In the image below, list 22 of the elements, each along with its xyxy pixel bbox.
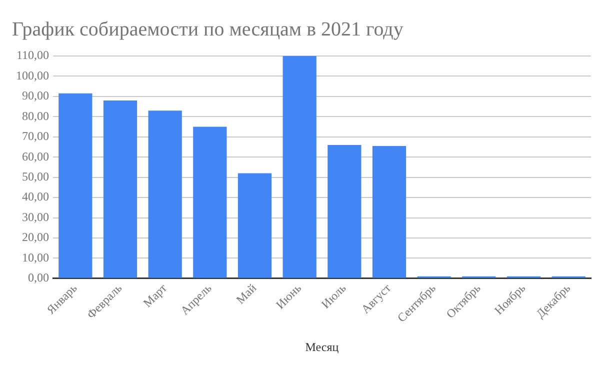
bar: [238, 173, 272, 278]
y-tick-label: 50,00: [22, 169, 49, 184]
bar: [103, 100, 138, 278]
y-tick-label: 20,00: [22, 230, 49, 244]
y-tick-label: 0,00: [28, 270, 49, 285]
y-tick-label: 90,00: [22, 88, 49, 103]
bar: [148, 110, 182, 278]
y-tick-label: 70,00: [22, 129, 49, 144]
y-tick-label: 40,00: [22, 190, 49, 204]
y-tick-label: 100,00: [16, 68, 49, 82]
bar: [282, 56, 316, 278]
y-tick-label: 30,00: [22, 210, 49, 224]
y-tick-label: 60,00: [22, 149, 49, 164]
y-tick-label: 80,00: [22, 108, 49, 123]
bar: [58, 93, 92, 278]
y-tick-label: 110,00: [16, 48, 49, 62]
x-axis-title: Месяц: [305, 340, 340, 354]
bar: [328, 144, 362, 278]
bar: [193, 126, 227, 278]
bar: [372, 146, 406, 278]
y-tick-label: 10,00: [22, 250, 49, 264]
chart-title: График собираемости по месяцам в 2021 году: [12, 18, 404, 40]
